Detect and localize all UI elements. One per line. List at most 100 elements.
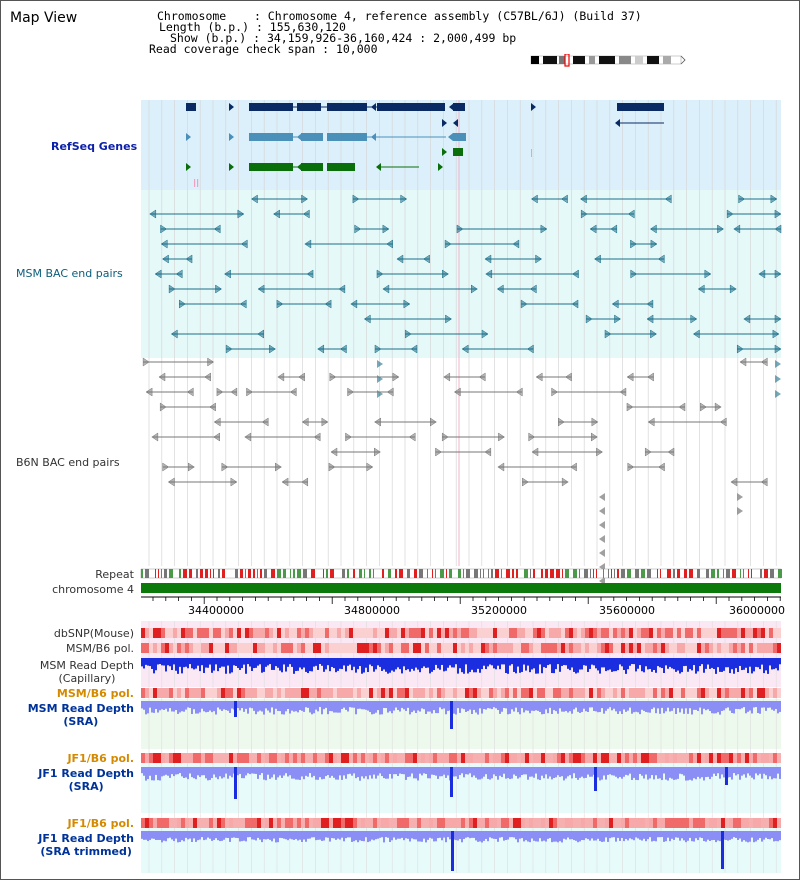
heat-cell <box>289 753 293 763</box>
depth-bar <box>397 658 399 668</box>
heat-cell <box>561 753 565 763</box>
depth-bar <box>705 701 707 711</box>
depth-bar <box>685 658 687 666</box>
depth-bar <box>375 767 377 779</box>
heat-cell <box>301 643 305 653</box>
heat-cell <box>209 753 213 763</box>
heat-cell <box>377 643 381 653</box>
depth-bar <box>469 767 471 774</box>
bac-end <box>589 224 597 234</box>
depth-bar <box>385 701 387 709</box>
depth-bar <box>521 831 523 839</box>
heat-cell <box>693 628 697 638</box>
heat-cell <box>457 628 461 638</box>
depth-bar <box>565 658 567 666</box>
heat-cell <box>285 643 289 653</box>
depth-bar <box>739 701 741 710</box>
depth-bar <box>195 831 197 842</box>
chromosome-ideogram[interactable] <box>529 54 689 68</box>
heat-cell <box>349 643 353 653</box>
heat-cell <box>233 628 237 638</box>
heat-cell <box>449 753 453 763</box>
heat-cell <box>649 628 653 638</box>
bac-end <box>350 299 358 309</box>
depth-bar <box>753 658 755 672</box>
heat-cell <box>701 688 705 698</box>
bac-end <box>377 360 383 368</box>
track-label-b6n-bac: B6N BAC end pairs <box>16 456 120 469</box>
depth-bar <box>163 701 165 710</box>
depth-bar <box>739 831 741 839</box>
depth-bar <box>181 767 183 777</box>
depth-bar <box>455 658 457 665</box>
depth-bar <box>297 831 299 841</box>
heat-cell <box>565 643 569 653</box>
heat-cell <box>757 643 761 653</box>
heat-cell <box>677 628 681 638</box>
heat-cell <box>369 688 373 698</box>
depth-bar <box>143 767 145 776</box>
depth-bar <box>421 658 423 669</box>
depth-bar <box>679 767 681 774</box>
heat-cell <box>373 818 377 828</box>
heat-cell <box>301 688 305 698</box>
depth-bar <box>389 701 391 712</box>
axis-tick-label: 36000000 <box>729 604 785 617</box>
bac-end <box>649 224 657 234</box>
depth-bar <box>339 658 341 669</box>
heat-cell <box>665 628 669 638</box>
heat-cell <box>425 643 429 653</box>
depth-bar <box>735 831 737 838</box>
heat-cell <box>241 753 245 763</box>
depth-bar <box>383 658 385 670</box>
depth-bar <box>707 701 709 710</box>
heat-cell <box>281 628 285 638</box>
depth-bar <box>631 701 633 714</box>
bac-end <box>162 462 170 472</box>
depth-bar <box>345 701 347 710</box>
bac-end <box>758 269 766 279</box>
heat-cell <box>341 753 345 763</box>
depth-bar <box>465 658 467 665</box>
heat-cell <box>169 818 173 828</box>
depth-bar <box>253 767 255 774</box>
gene-exon <box>453 103 465 111</box>
bac-end <box>377 375 383 383</box>
repeat-element <box>565 569 569 578</box>
depth-bar <box>549 701 551 708</box>
depth-bar <box>413 658 415 671</box>
depth-bar <box>271 658 273 670</box>
depth-bar <box>687 831 689 841</box>
repeat-element <box>677 569 680 578</box>
depth-bar <box>151 831 153 839</box>
heat-cell <box>517 688 521 698</box>
heat-cell <box>245 643 249 653</box>
depth-bar <box>571 658 573 668</box>
depth-bar <box>441 767 443 777</box>
depth-bar <box>471 767 473 778</box>
depth-bar <box>653 658 655 670</box>
heat-cell <box>585 818 589 828</box>
bac-end <box>204 372 211 382</box>
heat-cell <box>561 818 565 828</box>
bac-end <box>599 535 605 543</box>
heat-cell <box>745 628 749 638</box>
heat-cell <box>437 688 441 698</box>
depth-bar <box>313 831 315 838</box>
depth-bar <box>591 701 593 708</box>
track-label-msm-depth-sra: MSM Read Depth (SRA) <box>28 702 134 728</box>
heat-cell <box>769 753 773 763</box>
depth-bar <box>681 701 683 709</box>
bac-end <box>209 402 216 412</box>
bac-end <box>658 462 665 472</box>
depth-bar <box>439 701 441 708</box>
heat-cell <box>409 818 413 828</box>
bac-end <box>572 269 579 279</box>
heat-cell <box>465 818 469 828</box>
depth-bar <box>171 831 173 840</box>
heat-cell <box>569 818 573 828</box>
heat-cell <box>393 688 397 698</box>
heat-cell <box>701 643 705 653</box>
heat-cell <box>153 818 157 828</box>
